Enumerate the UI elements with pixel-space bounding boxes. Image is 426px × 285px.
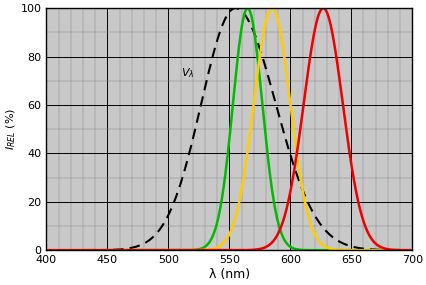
- Y-axis label: $I_{REL}$ (%): $I_{REL}$ (%): [4, 108, 18, 150]
- Text: $V_\lambda$: $V_\lambda$: [180, 66, 193, 80]
- X-axis label: λ (nm): λ (nm): [208, 268, 249, 281]
